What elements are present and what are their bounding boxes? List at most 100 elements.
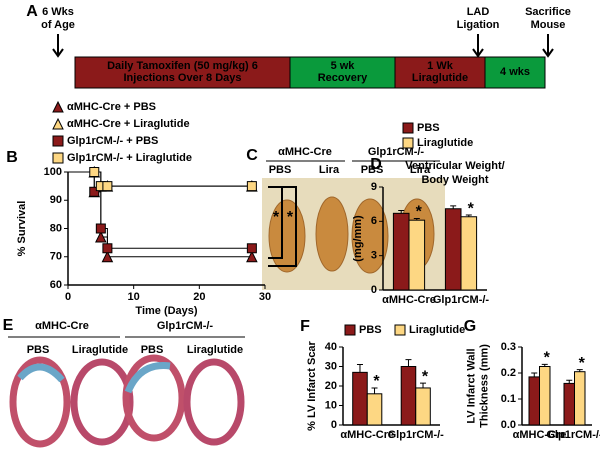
section — [9, 356, 71, 448]
panel-label: B — [6, 149, 18, 166]
heart — [351, 198, 389, 274]
error-bar — [420, 382, 427, 388]
error-bar — [413, 217, 420, 221]
legend-marker — [402, 122, 414, 134]
error-bar — [531, 372, 538, 377]
error-bar — [450, 205, 457, 209]
panel-label: F — [300, 318, 310, 335]
error-bar — [405, 359, 412, 367]
y-axis-label: % LV Infarct Scar — [306, 340, 318, 430]
panel-label: A — [26, 3, 38, 20]
y-tick-label: 40 — [325, 341, 337, 353]
significance: * — [544, 350, 551, 367]
y-tick-label: 20 — [325, 380, 337, 392]
arrow — [542, 34, 554, 58]
label: Ligation — [457, 19, 500, 31]
x-tick-label: Glp1rCM-/- — [433, 294, 490, 306]
legend-marker — [52, 135, 64, 147]
y-axis-label: (mg/mm) — [352, 215, 364, 262]
bar — [574, 371, 586, 426]
marker — [102, 181, 113, 192]
marker — [101, 250, 114, 263]
y-tick-label: 100 — [44, 166, 62, 178]
significance: * — [416, 204, 423, 221]
legend-entry: Glp1rCM-/- + Liraglutide — [67, 152, 192, 164]
label: of Age — [41, 19, 75, 31]
legend-entry: PBS — [359, 324, 382, 336]
significance: * — [287, 209, 294, 226]
stage-text: Recovery — [318, 72, 368, 84]
y-axis-label: LV Infarct Wall — [465, 348, 477, 423]
label: Liraglutide — [72, 344, 128, 356]
significance: * — [579, 355, 586, 372]
bar — [528, 376, 540, 426]
panel-label: G — [464, 318, 476, 335]
stage-text: 5 wk — [331, 60, 356, 72]
error-bar — [465, 214, 472, 217]
marker — [246, 181, 257, 192]
legend-entry: PBS — [417, 122, 440, 134]
scar — [124, 362, 171, 394]
y-tick-label: 0.0 — [501, 419, 516, 431]
stage-text: Injections Over 8 Days — [124, 72, 242, 84]
panel-label: C — [246, 147, 258, 164]
x-tick-label: αMHC-Cre — [340, 429, 394, 441]
x-tick-label: αMHC-Cre — [382, 294, 436, 306]
y-tick-label: 6 — [371, 215, 377, 227]
y-tick-label: 80 — [50, 222, 62, 234]
y-tick-label: 0.2 — [501, 367, 516, 379]
label: PBS — [141, 344, 164, 356]
label: Mouse — [531, 19, 566, 31]
marker — [95, 223, 106, 234]
label: LAD — [467, 6, 490, 18]
y-tick-label: 60 — [50, 279, 62, 291]
label: Liraglutide — [187, 344, 243, 356]
significance: * — [373, 373, 380, 390]
y-axis-label: % Survival — [16, 201, 28, 257]
significance: * — [273, 209, 280, 226]
legend-marker — [52, 117, 64, 130]
marker — [102, 243, 113, 254]
x-tick-label: Glp1rCM-/- — [388, 429, 445, 441]
marker — [89, 186, 100, 197]
error-bar — [541, 363, 548, 367]
label: αMHC-Cre — [35, 320, 89, 332]
y-tick-label: 0.1 — [501, 393, 516, 405]
y-axis-label: Thickness (mm) — [478, 344, 490, 428]
bar — [352, 371, 368, 426]
bar — [392, 212, 410, 291]
x-tick-label: 0 — [65, 291, 71, 303]
chart-title: Ventricular Weight/ — [405, 160, 504, 172]
x-tick-label: 20 — [193, 291, 205, 303]
legend-entry: Glp1rCM-/- + PBS — [67, 135, 158, 147]
label: αMHC-Cre — [278, 146, 332, 158]
y-tick-label: 9 — [371, 181, 377, 193]
sections — [9, 354, 245, 448]
legend-entry: Liraglutide — [417, 137, 473, 149]
label: Glp1rCM-/- — [368, 146, 425, 158]
legend-marker — [52, 100, 64, 113]
error-bar — [398, 209, 405, 214]
marker — [246, 250, 258, 263]
y-tick-label: 70 — [50, 251, 62, 263]
timeline-stage — [394, 56, 486, 89]
chart-title: Body Weight — [421, 174, 488, 186]
timeline-stage — [289, 56, 396, 89]
bar — [444, 208, 462, 291]
bar — [400, 366, 417, 426]
heart — [315, 196, 349, 272]
bar — [366, 393, 383, 426]
timeline-stage — [484, 56, 546, 89]
error-bar — [371, 387, 378, 394]
legend-marker — [52, 152, 64, 164]
arrow — [52, 34, 64, 58]
label: Glp1rCM-/- — [157, 320, 214, 332]
section — [70, 358, 134, 446]
marker — [246, 243, 257, 254]
scar — [17, 363, 65, 383]
stage-text: 4 wks — [500, 66, 530, 78]
bar — [539, 366, 551, 426]
error-bar — [356, 364, 363, 373]
arrow — [472, 34, 484, 58]
